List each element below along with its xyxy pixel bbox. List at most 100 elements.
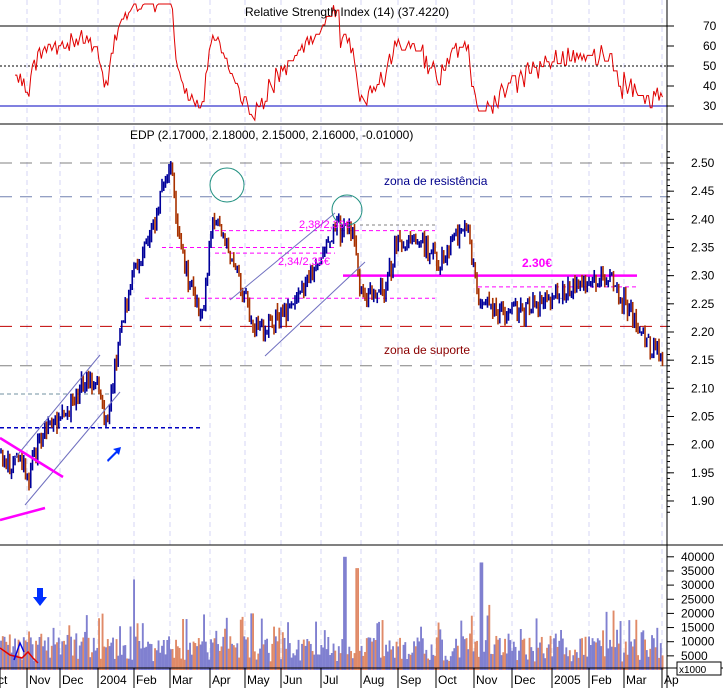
volume-bar (152, 661, 155, 670)
volume-bar (56, 642, 58, 670)
volume-bar (194, 643, 197, 670)
x-tick-label: Dec (514, 673, 535, 687)
volume-bar (602, 630, 604, 670)
volume-bar (470, 615, 473, 670)
volume-bar (330, 652, 333, 670)
volume-bar (294, 655, 296, 670)
volume-bar (577, 657, 580, 670)
volume-bar (166, 639, 169, 670)
volume-bar (225, 617, 228, 670)
volume-bar (397, 646, 400, 670)
volume-bar (280, 659, 282, 670)
volume-bar (425, 649, 428, 670)
rsi-tick-label: 70 (703, 19, 717, 33)
volume-tick-label: 30000 (681, 578, 715, 592)
support-label: zona de suporte (384, 343, 470, 357)
volume-bar (308, 641, 310, 670)
volume-bar (570, 661, 573, 670)
volume-bar (645, 650, 648, 670)
volume-bar (635, 619, 638, 670)
volume-bar (99, 658, 102, 670)
volume-bar (285, 648, 288, 670)
volume-bar (273, 626, 275, 670)
volume-bar (339, 653, 342, 670)
volume-bar (519, 629, 522, 670)
volume-tick-label: 5000 (681, 649, 708, 663)
volume-bar (540, 636, 543, 670)
volume-bar (364, 651, 366, 670)
volume-tick-label: 35000 (681, 564, 715, 578)
volume-bar (73, 639, 76, 670)
rsi-title: Relative Strength Index (14) (37.4220) (245, 5, 449, 19)
volume-bar (483, 651, 485, 670)
trendline-up (0, 506, 46, 522)
volume-bar (346, 654, 349, 670)
volume-bar (337, 646, 340, 670)
volume-bar (526, 659, 529, 670)
volume-bar (320, 644, 323, 670)
volume-bar (322, 647, 324, 670)
volume-bar (521, 639, 524, 670)
rsi-fragment-red (0, 647, 39, 664)
volume-bar (292, 653, 295, 670)
volume-bar (40, 633, 43, 670)
volume-bar (530, 647, 533, 670)
x-tick-label: Oct (438, 673, 457, 687)
volume-bar (325, 649, 328, 670)
volume-bar (208, 659, 211, 670)
volume-bar (287, 622, 289, 670)
volume-bar (563, 654, 566, 670)
volume-bar (484, 640, 487, 670)
x-tick-label: Dec (62, 673, 83, 687)
price-tick-label: 1.90 (691, 494, 715, 508)
volume-bar (589, 645, 592, 670)
volume-bar (49, 657, 51, 670)
volume-bar (584, 636, 587, 670)
volume-bar (327, 636, 330, 670)
volume-bar (467, 649, 470, 670)
volume-bar (358, 650, 361, 670)
volume-bar (617, 643, 620, 670)
volume-bar (406, 659, 408, 670)
volume-bar (544, 658, 547, 670)
x-tick-label: Aug (363, 673, 384, 687)
volume-bar (283, 637, 286, 670)
volume-bar (155, 650, 158, 670)
volume-bar (162, 640, 165, 670)
volume-bar (428, 659, 431, 670)
arrow-up-right-icon (107, 447, 121, 462)
volume-bar (77, 658, 79, 670)
volume-bar (315, 621, 317, 670)
volume-bar (469, 633, 471, 670)
volume-bar (414, 646, 417, 670)
volume-bar (189, 642, 191, 670)
volume-bar (105, 647, 107, 670)
volume-bar (12, 646, 15, 670)
volume-bar (33, 660, 36, 670)
level-230-label: 2.30€ (522, 256, 552, 270)
top-circle (209, 167, 245, 203)
volume-bar (234, 647, 237, 670)
volume-bar (201, 641, 204, 670)
volume-bar (595, 642, 597, 670)
level-238-label: 2,38/2,39€ (299, 219, 351, 231)
x-tick-label: Mar (626, 673, 647, 687)
volume-bar (350, 651, 352, 670)
volume-bar (341, 639, 344, 670)
volume-bar (70, 636, 72, 670)
volume-bar (554, 633, 557, 670)
volume-bar (435, 637, 438, 670)
volume-bar (334, 650, 337, 670)
volume-bar (217, 644, 219, 670)
volume-bar (355, 568, 358, 670)
volume-bar (43, 640, 46, 670)
volume-bar (82, 637, 85, 670)
volume-tick-label: 25000 (681, 592, 715, 606)
volume-bar (178, 647, 181, 670)
volume-bar (353, 653, 356, 670)
rsi-line (15, 3, 663, 122)
volume-bar (143, 647, 146, 670)
volume-bar (476, 640, 478, 670)
volume-bar (427, 658, 429, 670)
